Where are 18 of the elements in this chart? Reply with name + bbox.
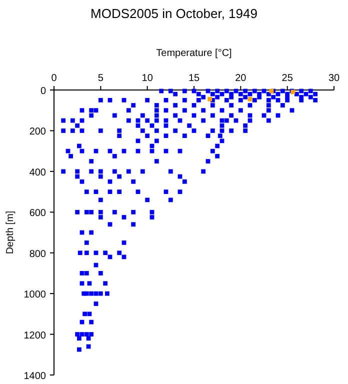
- chart-title: MODS2005 in October, 1949: [90, 6, 258, 21]
- x-tick-label: 25: [282, 73, 294, 84]
- y-tick-label: 600: [29, 208, 46, 220]
- y-tick-label: 1200: [24, 330, 46, 342]
- y-tick-label: 1400: [24, 371, 46, 382]
- x-tick-label: 20: [235, 73, 247, 84]
- x-tick-label: 5: [98, 73, 104, 84]
- y-tick-label: 1000: [24, 290, 46, 301]
- x-tick-label: 0: [51, 73, 58, 84]
- x-tick-label: 15: [188, 73, 200, 84]
- y-tick-label: 200: [29, 126, 46, 138]
- y-tick-label: 0: [40, 86, 46, 97]
- y-tick-label: 800: [29, 248, 46, 260]
- y-tick-label: 400: [29, 167, 46, 178]
- y-axis-title: Depth [m]: [5, 210, 16, 254]
- x-axis-title: Temperature [°C]: [156, 48, 232, 59]
- x-tick-label: 10: [142, 73, 154, 84]
- x-tick-label: 30: [328, 73, 340, 84]
